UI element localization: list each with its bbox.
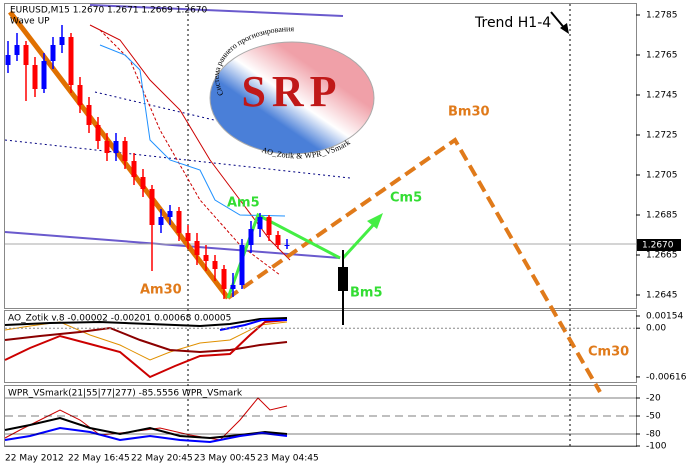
chart-subtitle: Wave UP [10, 17, 50, 27]
candle-body [167, 211, 173, 217]
y-tick-label: 1.2785 [646, 11, 678, 21]
candle-body [77, 85, 83, 105]
candle-body [149, 189, 155, 225]
candle-body [257, 217, 263, 229]
y-tick-label: -100 [646, 442, 667, 452]
y-tick-label: 0.00154 [646, 312, 683, 322]
moving-average [99, 44, 286, 217]
candle-body [59, 37, 65, 45]
ao-title: AO_Zotik v.8 -0.00002 -0.00201 0.00068 0… [8, 314, 231, 324]
y-tick-label: -80 [646, 430, 661, 440]
ao-panel [4, 310, 637, 383]
x-tick-label: 22 May 20:45 [131, 454, 193, 464]
wave-label: Bm5 [350, 286, 383, 301]
wpr-line [4, 426, 288, 444]
candle-body [275, 235, 281, 245]
arrow-head [367, 213, 383, 229]
candle-body [203, 255, 209, 261]
ao-lines [4, 317, 288, 379]
y-tick-label: 0.00 [646, 324, 666, 334]
logo-ellipse [209, 41, 375, 155]
y-tick-label: 1.2725 [646, 131, 678, 141]
wave-label: Cm5 [390, 191, 422, 206]
wpr-title: WPR_VSmark(21|55|77|277) -85.5556 WPR_VS… [8, 389, 243, 399]
candle-body [239, 245, 245, 285]
trend-label: Trend H1-4 [474, 15, 551, 31]
envelope [89, 24, 291, 261]
logo: SRP Система раннего прогнозирования AO_Z… [209, 24, 375, 160]
x-tick-label: 23 May 00:45 [194, 454, 256, 464]
arrow-head [560, 23, 569, 34]
candle-body [230, 285, 236, 289]
x-tick-label: 22 May 16:45 [68, 454, 130, 464]
candle-body [41, 61, 47, 89]
candle-body [5, 55, 11, 65]
am30-wave [8, 10, 230, 300]
candle-body [122, 141, 128, 161]
x-tick-label: 22 May 2012 [5, 454, 64, 464]
ao-line [4, 319, 288, 379]
y-tick-label: 1.2665 [646, 251, 678, 261]
candle-body [140, 177, 146, 189]
wave-label: Cm30 [588, 345, 629, 360]
candle-body [14, 45, 20, 55]
wave-label: Am30 [140, 283, 182, 298]
x-tick-label: 23 May 04:45 [257, 454, 319, 464]
y-tick-label: -20 [646, 394, 661, 404]
candle-body [23, 45, 29, 65]
candle-body [86, 105, 92, 125]
y-tick-label: 1.2645 [646, 291, 678, 301]
price-label: 1.2670 [642, 241, 674, 251]
candle-body [158, 217, 164, 225]
ao-line [4, 317, 288, 328]
candle-body [104, 141, 110, 153]
main-panel [4, 3, 637, 309]
candle-body [113, 141, 119, 153]
y-tick-label: 1.2685 [646, 211, 678, 221]
price-label-box [637, 239, 681, 251]
y-tick-label: 1.2765 [646, 51, 678, 61]
candle-body [50, 45, 56, 61]
forecast-candle-body [338, 267, 348, 291]
candle-body [212, 261, 218, 269]
candle-body [266, 217, 272, 235]
trend-line [89, 4, 344, 17]
m5-wave [226, 212, 341, 299]
candle-body [185, 233, 191, 241]
logo-title: SRP [241, 67, 342, 116]
candle-body [248, 229, 254, 245]
candle-body [176, 211, 182, 233]
candle-body [194, 241, 200, 255]
ao-line [4, 326, 288, 354]
candle-body [284, 245, 290, 246]
cm5-arrow [341, 220, 378, 260]
candle-body [131, 161, 137, 177]
candle-body [221, 269, 227, 289]
y-tick-label: -50 [646, 412, 661, 422]
candle-body [95, 125, 101, 141]
indicator-lines [4, 4, 636, 393]
wave-label: Am5 [227, 196, 260, 211]
candle-body [68, 37, 74, 85]
y-tick-label: -0.00616 [646, 372, 686, 382]
y-tick-label: 1.2745 [646, 91, 678, 101]
chart-title: EURUSD,M15 1.2670 1.2671 1.2669 1.2670 [10, 6, 208, 16]
y-tick-label: 1.2705 [646, 171, 678, 181]
forecast-wave [226, 137, 602, 393]
candle-body [32, 65, 38, 89]
wave-label: Bm30 [448, 105, 490, 120]
ao-line [219, 319, 287, 331]
